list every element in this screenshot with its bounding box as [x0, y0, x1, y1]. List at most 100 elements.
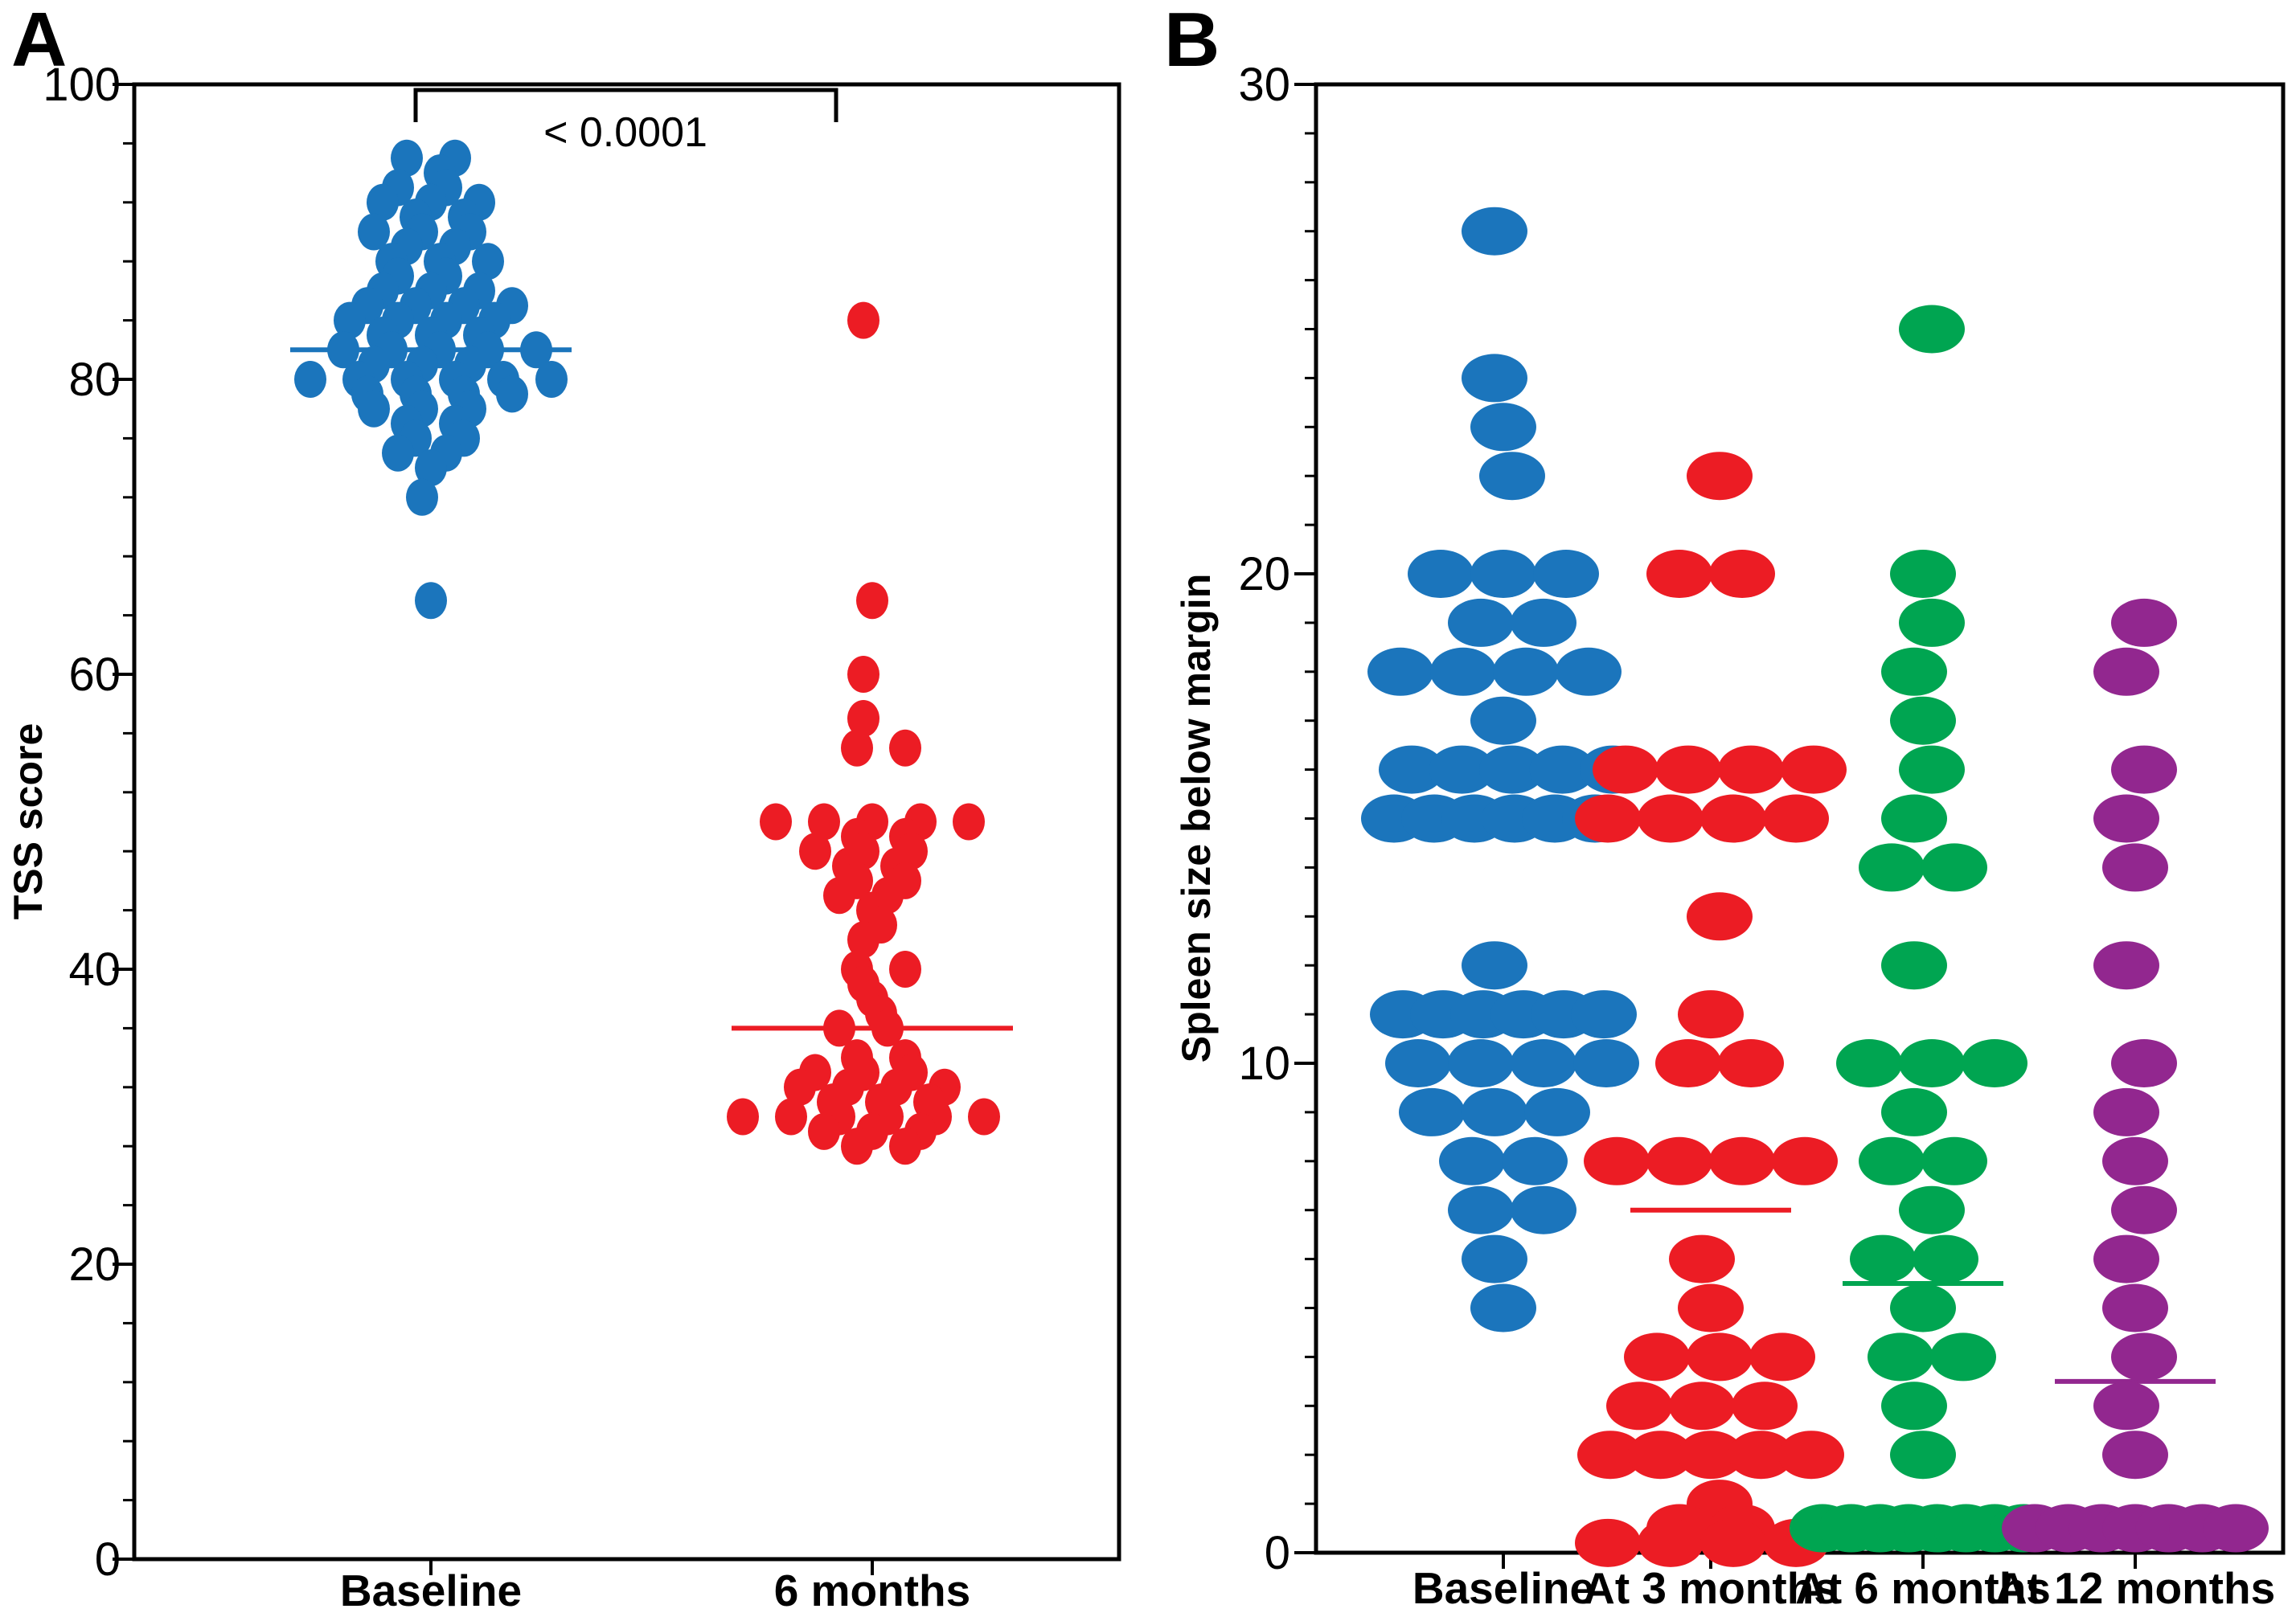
data-dot	[1728, 1431, 1794, 1480]
data-dot	[1606, 1382, 1672, 1431]
data-dot	[1575, 794, 1641, 843]
data-dot	[496, 375, 528, 413]
data-dot	[1881, 647, 1947, 696]
data-dot	[415, 582, 447, 620]
data-dot	[1479, 745, 1545, 794]
data-dot	[472, 243, 504, 280]
data-dot	[1913, 1234, 1978, 1283]
data-dot	[856, 582, 888, 620]
data-dot	[968, 1098, 1000, 1136]
data-dot	[535, 361, 568, 398]
data-dot	[520, 331, 552, 369]
data-dot	[871, 1009, 904, 1047]
data-dot	[1627, 1431, 1694, 1480]
data-dot	[1899, 745, 1965, 794]
data-dot	[1890, 1431, 1956, 1480]
data-dot	[1479, 452, 1545, 501]
data-dot	[1624, 1332, 1690, 1382]
data-dot	[2102, 1431, 2168, 1480]
data-dot	[799, 833, 831, 870]
data-dot	[1890, 550, 1956, 598]
plot-border-a	[132, 82, 1121, 1562]
panel-b: 0 10 20 30	[1238, 59, 2286, 1579]
data-dot	[1462, 1234, 1527, 1283]
data-dot	[1584, 1136, 1650, 1185]
data-dot	[1408, 550, 1474, 598]
data-dot	[823, 1009, 855, 1047]
data-dot	[1899, 598, 1965, 647]
data-dot	[847, 921, 879, 959]
data-dot	[1571, 990, 1637, 1039]
y-tick-label: 40	[68, 944, 121, 996]
dots-at-12-months	[2002, 598, 2269, 1553]
data-dot	[1470, 550, 1536, 598]
data-dot	[1881, 794, 1947, 843]
data-dot	[2093, 941, 2159, 990]
data-dot	[1502, 1136, 1568, 1185]
data-dot	[847, 301, 879, 339]
data-dot	[2203, 1504, 2269, 1553]
data-dot	[1859, 843, 1925, 892]
data-dot	[1669, 1382, 1735, 1431]
y-tick-label: 60	[68, 649, 121, 701]
data-dot	[1962, 1039, 2027, 1087]
data-dot	[2111, 598, 2177, 647]
data-dot	[1470, 403, 1536, 452]
data-dot	[841, 1128, 873, 1165]
data-dot	[1890, 696, 1956, 745]
data-dot	[1430, 647, 1496, 696]
data-dot	[391, 139, 423, 177]
data-dot	[1700, 794, 1766, 843]
data-dot	[1687, 892, 1753, 941]
data-dot	[1687, 1332, 1753, 1382]
data-dot	[841, 729, 873, 767]
data-dot	[1718, 1039, 1784, 1087]
data-dot	[406, 478, 438, 516]
data-dot	[1529, 745, 1596, 794]
data-dot	[2111, 1185, 2177, 1234]
data-dot	[1448, 598, 1514, 647]
data-dot	[2111, 745, 2177, 794]
data-dot	[1462, 354, 1527, 403]
data-dot	[2111, 1332, 2177, 1382]
data-dot	[1859, 1136, 1925, 1185]
data-dot	[2093, 1087, 2159, 1136]
data-dot	[2111, 1039, 2177, 1087]
data-dot	[1899, 1039, 1965, 1087]
data-dot	[1524, 1087, 1590, 1136]
data-dot	[1718, 745, 1784, 794]
data-dot	[327, 331, 359, 369]
data-dot	[1511, 1039, 1576, 1087]
dots-6-months	[727, 301, 1000, 1165]
data-dot	[1930, 1332, 1996, 1382]
data-dot	[1470, 1283, 1536, 1332]
y-tick-label: 10	[1238, 1038, 1290, 1090]
data-dot	[1709, 1136, 1775, 1185]
data-dot	[1493, 647, 1559, 696]
data-dot	[358, 390, 390, 428]
data-dot	[2093, 794, 2159, 843]
significance-p-value-label: < 0.0001	[543, 109, 707, 156]
data-dot	[847, 700, 879, 738]
y-tick-label: 20	[1238, 548, 1290, 600]
data-dot	[1439, 1136, 1505, 1185]
panel-b-xlabel-at-12-months: At 12 months	[1995, 1563, 2275, 1613]
data-dot	[1678, 990, 1744, 1039]
data-dot	[1655, 1039, 1721, 1087]
data-dot	[1533, 550, 1599, 598]
data-dot	[808, 1112, 840, 1150]
data-dot	[1836, 1039, 1902, 1087]
data-dot	[889, 729, 921, 767]
dots-baseline	[1361, 207, 1646, 1332]
data-dot	[953, 803, 985, 841]
panel-a-y-axis-title: TSS score	[6, 723, 51, 920]
data-dot	[1899, 305, 1965, 354]
y-tick-label: 20	[68, 1238, 121, 1291]
data-dot	[1881, 1087, 1947, 1136]
y-tick-label: 0	[95, 1533, 121, 1586]
data-dot	[1850, 1234, 1916, 1283]
data-dot	[1577, 1431, 1643, 1480]
data-dot	[1709, 550, 1775, 598]
panel-b-xlabel-at-3-months: At 3 months	[1583, 1563, 1839, 1613]
